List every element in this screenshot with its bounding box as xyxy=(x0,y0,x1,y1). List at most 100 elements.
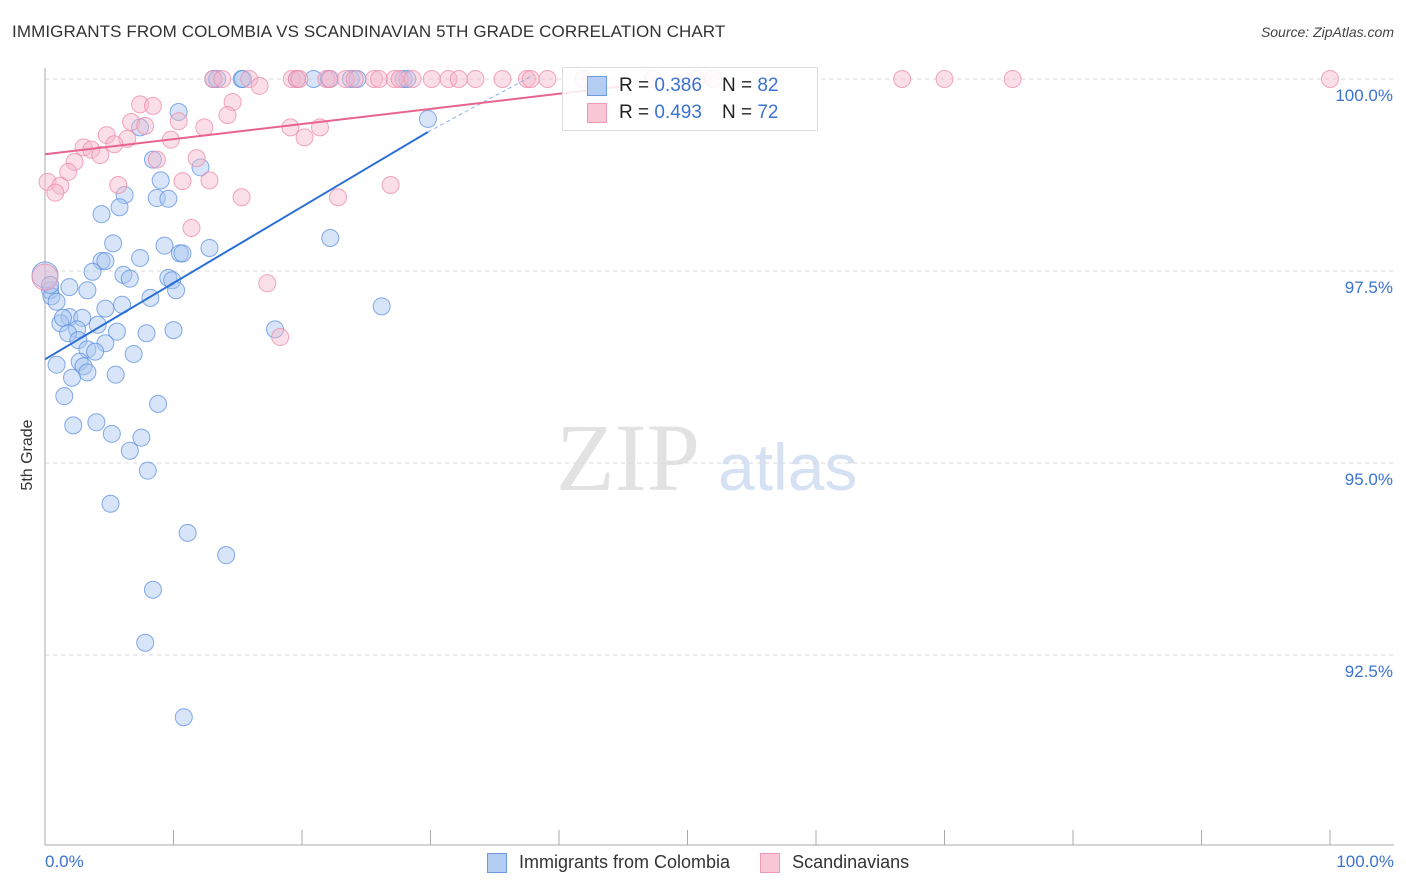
scandinavian-point xyxy=(403,70,422,88)
scandinavian-point xyxy=(109,175,128,194)
colombia-point xyxy=(200,238,219,257)
colombia-point xyxy=(78,281,97,300)
r-value: 0.386 xyxy=(654,75,702,96)
colombia-point xyxy=(86,342,105,361)
colombia-point xyxy=(92,205,111,224)
chart-title: IMMIGRANTS FROM COLOMBIA VS SCANDINAVIAN… xyxy=(12,22,726,41)
colombia-point xyxy=(120,441,139,460)
scandinavian-point xyxy=(195,118,214,137)
colombia-point xyxy=(59,324,78,343)
colombia-point xyxy=(149,394,168,413)
colombia-point xyxy=(106,365,125,384)
colombia-point xyxy=(124,344,143,363)
watermark-atlas: atlas xyxy=(718,430,857,504)
colombia-point xyxy=(60,278,79,297)
legend-label: Immigrants from Colombia xyxy=(519,852,731,872)
scandinavian-point xyxy=(240,70,259,88)
scandinavian-point xyxy=(1003,70,1022,88)
legend-row-scandinavians: R = 0.493 N = 72 xyxy=(587,101,778,125)
colombia-point xyxy=(62,368,81,387)
colombia-point xyxy=(372,297,391,316)
r-label: R = xyxy=(619,102,650,123)
y-tick-label: 97.5% xyxy=(1344,278,1393,297)
r-label: R = xyxy=(619,75,650,96)
legend-item-colombia: Immigrants from Colombia xyxy=(487,852,730,873)
colombia-point xyxy=(174,708,193,727)
scandinavian-point xyxy=(521,70,540,88)
legend-label: Scandinavians xyxy=(792,852,910,872)
scandinavian-point xyxy=(122,113,141,132)
scandinavian-point xyxy=(213,70,232,88)
scandinavian-point xyxy=(200,171,219,190)
scandinavian-point xyxy=(169,112,188,131)
colombia-point xyxy=(191,158,210,177)
scandinavian-point xyxy=(281,118,300,137)
colombia-point xyxy=(138,461,157,480)
colombia-point xyxy=(120,269,139,288)
r-value: 0.493 xyxy=(654,102,702,123)
colombia-point xyxy=(137,324,156,343)
scandinavian-point xyxy=(390,70,409,88)
colombia-point xyxy=(96,252,115,271)
legend-swatch-blue xyxy=(487,852,507,873)
scandinavian-point xyxy=(364,70,383,88)
scandinavian-point xyxy=(59,162,78,181)
colombia-point xyxy=(55,387,74,406)
series-legend: Immigrants from Colombia Scandinavians xyxy=(487,852,909,873)
colombia-point xyxy=(321,228,340,247)
colombia-point xyxy=(64,416,83,435)
scandinavian-point xyxy=(271,328,290,347)
scandinavian-point xyxy=(321,70,340,88)
scandinavian-point xyxy=(439,70,458,88)
colombia-point xyxy=(102,424,121,443)
colombia-point xyxy=(163,271,182,290)
scandinavian-point xyxy=(381,175,400,194)
colombia-point xyxy=(159,189,178,208)
scandinavian-point xyxy=(328,188,347,207)
colombia-point xyxy=(104,234,123,253)
scandinavian-point xyxy=(31,263,59,291)
scandinavian-point xyxy=(345,70,364,88)
legend-item-scandinavians: Scandinavians xyxy=(760,852,909,873)
colombia-point xyxy=(101,494,120,513)
colombia-point xyxy=(73,308,92,327)
n-label: N = xyxy=(721,102,753,123)
colombia-point xyxy=(341,70,360,88)
scandinavian-point xyxy=(258,274,277,293)
legend-swatch-blue xyxy=(587,76,607,96)
colombia-point xyxy=(53,308,72,327)
scandinavian-point xyxy=(250,76,269,95)
colombia-point xyxy=(42,287,61,306)
colombia-point xyxy=(136,633,155,652)
scandinavian-point xyxy=(105,135,124,154)
colombia-point xyxy=(164,321,183,340)
scandinavian-point xyxy=(97,126,116,145)
colombia-point xyxy=(47,292,66,311)
scandinavian-point xyxy=(1321,70,1339,88)
scandinavian-point xyxy=(449,70,468,88)
scandinavian-point xyxy=(422,70,441,88)
colombia-point xyxy=(143,580,162,599)
colombia-trend-line xyxy=(44,131,429,361)
colombia-point xyxy=(96,299,115,318)
scandinavian-point xyxy=(538,70,557,88)
colombia-point xyxy=(132,428,151,447)
colombia-point xyxy=(47,355,66,374)
colombia-point xyxy=(178,523,197,542)
scandinavian-point xyxy=(147,150,166,169)
colombia-point xyxy=(398,70,417,88)
scandinavian-point xyxy=(282,70,301,88)
legend-swatch-pink xyxy=(760,852,781,873)
colombia-point xyxy=(41,275,60,294)
legend-swatch-pink xyxy=(587,103,607,123)
colombia-point xyxy=(107,322,126,341)
colombia-point xyxy=(110,198,129,217)
y-tick-label: 95.0% xyxy=(1344,470,1393,489)
scandinavian-point xyxy=(935,70,954,88)
colombia-point xyxy=(143,150,162,169)
scandinavian-point xyxy=(218,106,237,125)
colombia-point xyxy=(151,171,170,190)
source-label: Source: ZipAtlas.com xyxy=(1260,24,1394,40)
scandinavian-point xyxy=(131,95,150,114)
scandinavian-point xyxy=(136,116,155,135)
